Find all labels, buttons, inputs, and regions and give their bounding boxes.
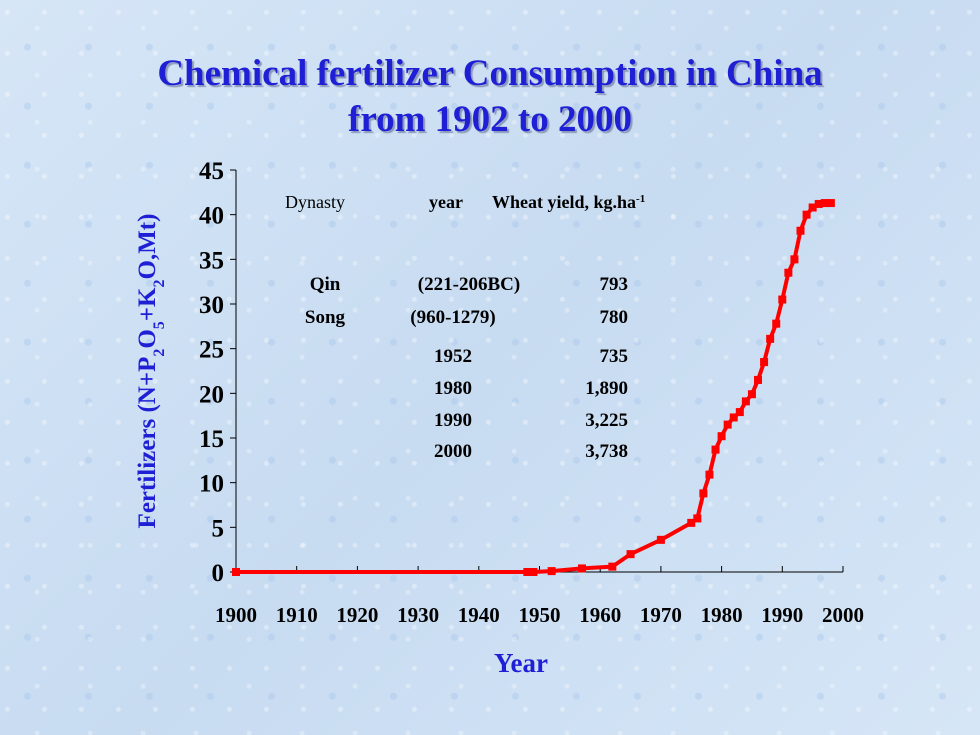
data-point	[547, 567, 556, 576]
data-point	[820, 199, 829, 208]
y-axis-title-part: +K	[134, 287, 161, 321]
inset-header-yield: Wheat yield, kg.ha-1	[492, 192, 645, 212]
y-tick-label: 30	[199, 292, 224, 319]
y-tick-label: 0	[212, 560, 225, 587]
x-tick-label: 1960	[579, 603, 621, 627]
x-tick-label: 1940	[458, 603, 500, 627]
y-axis-title-part: O,Mt)	[134, 214, 161, 280]
x-axis-title: Year	[494, 648, 548, 678]
data-point	[796, 226, 805, 235]
data-point	[723, 420, 732, 429]
inset-table: Dynasty year Wheat yield, kg.ha-1 Qin (221-2…	[285, 192, 645, 462]
data-point	[717, 432, 726, 441]
y-axis-title-subscript: 2	[151, 349, 168, 357]
inset-cell-year: (960-1279)	[410, 307, 495, 328]
inset-header-yield-main: Wheat yield, kg.ha	[492, 192, 636, 212]
inset-cell-year: 1980	[434, 378, 472, 399]
series-layer	[232, 199, 835, 576]
inset-cell-yield: 793	[600, 274, 629, 295]
x-tick-label: 2000	[822, 603, 864, 627]
data-point	[790, 255, 799, 264]
inset-cell-year: (221-206BC)	[418, 274, 520, 295]
x-tick-label: 1930	[397, 603, 439, 627]
data-point	[705, 470, 714, 479]
chart-axes	[235, 170, 843, 573]
x-tick-label: 1950	[519, 603, 561, 627]
data-point	[687, 518, 696, 527]
data-point	[626, 550, 635, 559]
chart-title-line-1: Chemical fertilizer Consumption in China	[157, 53, 823, 94]
inset-header-yield-sup: -1	[636, 193, 645, 205]
x-tick-label: 1920	[336, 603, 378, 627]
y-axis-title-subscript: 2	[151, 280, 168, 288]
data-point	[814, 199, 823, 208]
x-tick-label: 1970	[640, 603, 682, 627]
inset-cell-yield: 3,225	[585, 410, 628, 431]
data-point	[808, 203, 817, 212]
data-point	[711, 445, 720, 454]
y-tick-label: 20	[199, 381, 224, 408]
data-point	[784, 268, 793, 277]
y-axis-title-part: O	[134, 329, 161, 348]
data-point	[729, 413, 738, 422]
y-tick-label: 5	[212, 515, 225, 542]
data-point	[577, 564, 586, 573]
x-tick-label: 1980	[701, 603, 743, 627]
inset-header-dynasty: Dynasty	[285, 192, 345, 212]
x-tick-label: 1910	[276, 603, 318, 627]
data-point	[523, 568, 532, 576]
inset-cell-year: 2000	[434, 441, 472, 462]
data-point	[760, 358, 769, 367]
inset-cell-yield: 780	[600, 307, 629, 328]
data-point	[741, 397, 750, 406]
y-tick-label: 15	[199, 426, 224, 453]
data-point	[232, 568, 240, 576]
inset-cell-year: 1952	[434, 346, 472, 367]
y-axis-title-part: Fertilizers (N+P	[134, 357, 161, 529]
inset-cell-yield: 3,738	[585, 441, 628, 462]
data-point	[802, 210, 811, 219]
data-point	[747, 390, 756, 399]
y-tick-label: 25	[199, 337, 224, 364]
inset-cell-dynasty: Song	[305, 307, 346, 328]
data-point	[529, 568, 538, 576]
inset-header-year: year	[429, 192, 463, 212]
inset-cell-dynasty: Qin	[310, 274, 341, 295]
data-point	[693, 514, 702, 523]
x-tick-label: 1900	[215, 603, 257, 627]
data-point	[778, 295, 787, 304]
chart-title-line-2: from 1902 to 2000	[348, 99, 632, 140]
data-point	[754, 375, 763, 384]
data-point	[608, 562, 617, 571]
data-point	[735, 408, 744, 417]
series-line	[236, 201, 831, 574]
data-point	[656, 535, 665, 544]
data-point	[826, 199, 835, 208]
chart-ticks: 0 5 10 15 20 25 30 35 40 45 1900 1910 1920 1930 1940 19…	[199, 158, 864, 627]
y-axis-title-subscript: 5	[151, 321, 168, 329]
data-point	[772, 319, 781, 328]
y-tick-label: 45	[199, 158, 224, 185]
data-point	[766, 334, 775, 343]
x-tick-label: 1990	[761, 603, 803, 627]
inset-cell-yield: 1,890	[585, 378, 628, 399]
data-point	[699, 489, 708, 498]
y-tick-label: 10	[199, 471, 224, 498]
y-tick-label: 40	[199, 203, 224, 230]
inset-cell-yield: 735	[600, 346, 629, 367]
y-axis-title: Fertilizers (N+P2O5+K2O,Mt)	[134, 214, 168, 529]
y-tick-label: 35	[199, 247, 224, 274]
inset-cell-year: 1990	[434, 410, 472, 431]
